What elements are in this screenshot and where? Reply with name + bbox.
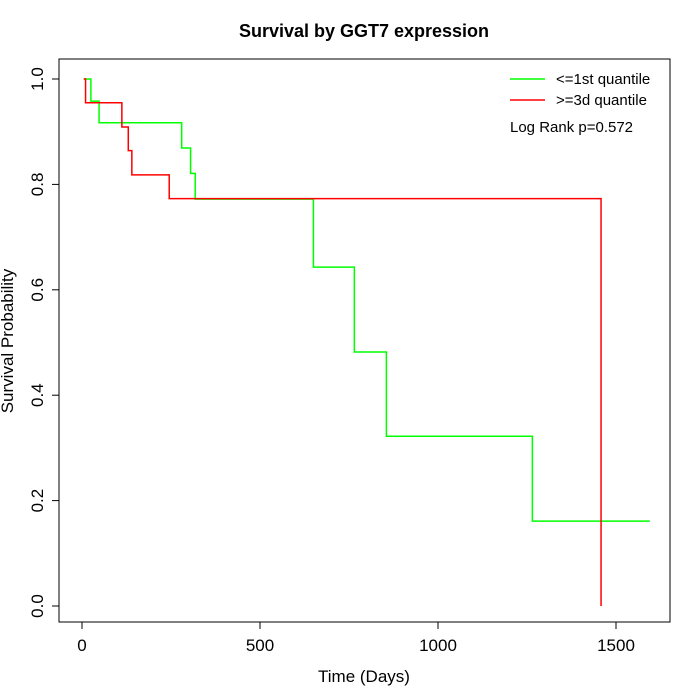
x-tick-label: 0	[77, 636, 86, 655]
y-tick-label: 0.6	[28, 278, 47, 302]
x-tick-label: 1500	[597, 636, 635, 655]
survival-curve-high	[83, 78, 602, 606]
y-axis-label: Survival Probability	[0, 268, 17, 413]
y-tick-label: 0.4	[28, 383, 47, 407]
chart-title: Survival by GGT7 expression	[239, 21, 489, 41]
series-layer	[83, 78, 650, 606]
legend-label-high: >=3d quantile	[556, 92, 647, 109]
legend-label-low: <=1st quantile	[556, 71, 650, 88]
survival-curve-low	[83, 78, 650, 522]
x-tick-label: 500	[246, 636, 274, 655]
x-tick-label: 1000	[419, 636, 457, 655]
x-axis: 0 500 1000 1500	[77, 621, 635, 655]
x-axis-label: Time (Days)	[318, 667, 410, 686]
y-tick-label: 0.8	[28, 173, 47, 197]
y-tick-label: 1.0	[28, 67, 47, 91]
y-tick-label: 0.0	[28, 594, 47, 618]
legend: <=1st quantile >=3d quantile	[510, 71, 650, 109]
log-rank-annotation: Log Rank p=0.572	[510, 119, 633, 136]
y-tick-label: 0.2	[28, 489, 47, 513]
y-axis: 0.0 0.2 0.4 0.6 0.8 1.0	[28, 67, 60, 618]
